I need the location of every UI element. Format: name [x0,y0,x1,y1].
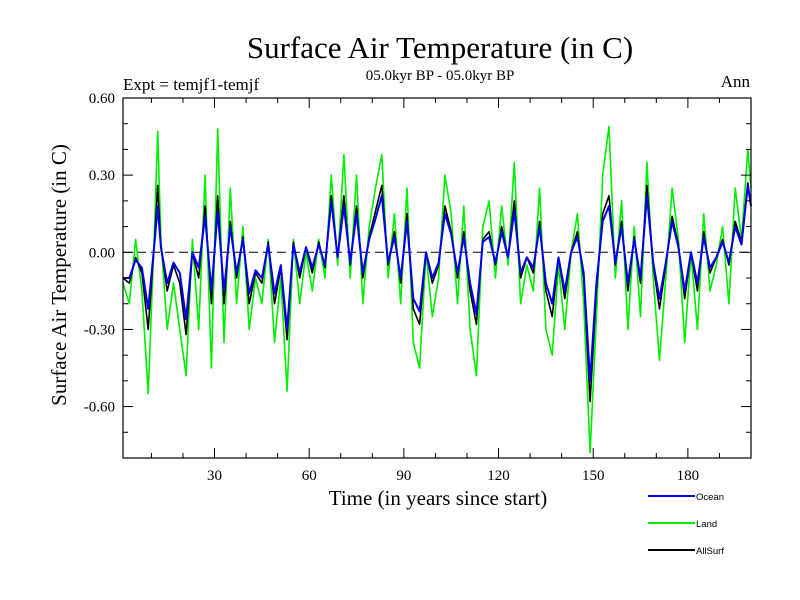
legend-label-ocean: Ocean [696,492,724,503]
season-label: Ann [721,72,751,91]
series-line-ocean [123,184,752,382]
legend-label-allsurf: AllSurf [696,546,724,557]
chart-subtitle: 05.0kyr BP - 05.0kyr BP [366,68,515,84]
x-tick-label: 120 [487,468,510,484]
chart-title: Surface Air Temperature (in C) [247,30,633,65]
y-tick-label: -0.30 [84,322,115,338]
y-tick-label: -0.60 [84,400,115,416]
expt-label: Expt = temjf1-temjf [123,75,259,94]
x-tick-label: 60 [302,468,317,484]
x-tick-label: 30 [207,468,222,484]
y-tick-label: 0.60 [89,91,115,107]
y-tick-label: 0.00 [89,245,115,261]
legend-label-land: Land [696,519,717,530]
x-tick-label: 180 [677,468,700,484]
y-tick-label: 0.30 [89,168,115,184]
x-tick-label: 90 [396,468,411,484]
x-tick-label: 150 [582,468,605,484]
x-axis-label: Time (in years since start) [329,486,548,510]
series-line-land [122,125,752,454]
y-axis-label: Surface Air Temperature (in C) [47,144,71,406]
